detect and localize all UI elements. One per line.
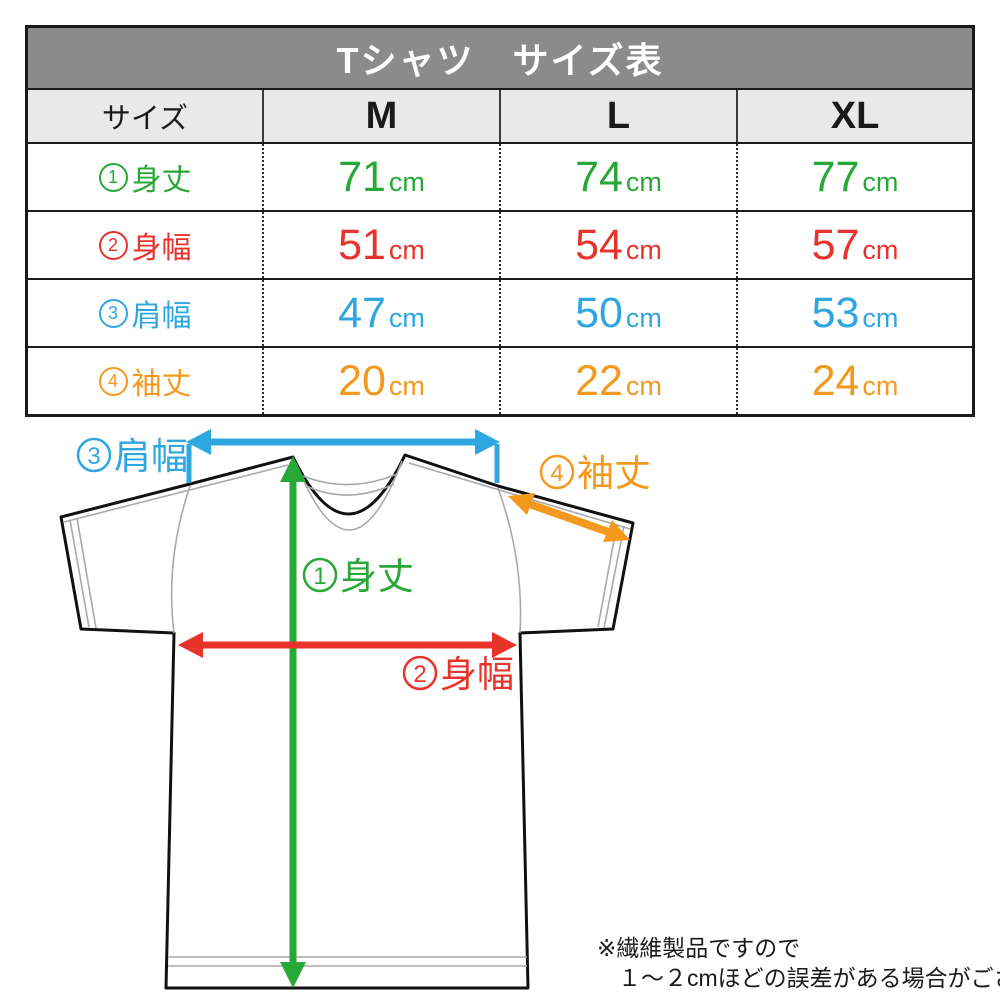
cell-sleeve-length-l: 22 cm: [499, 348, 736, 414]
footnote: ※繊維製品ですので １～２cmほどの誤差がある場合がございます: [597, 935, 1000, 991]
footnote-line-2: １～２cmほどの誤差がある場合がございます: [618, 965, 1000, 991]
back-collar-seam-2: [305, 483, 395, 496]
size-table: Tシャツ サイズ表 サイズ M L XL 1 身丈 71 cm 74 cm 77 cm…: [25, 25, 975, 417]
collar-band-seam: [295, 460, 403, 531]
row-label-text: 袖丈: [131, 368, 192, 401]
back-collar-seam-1: [302, 473, 398, 486]
circled-number-1: 1: [98, 162, 128, 192]
label-digit: 1: [313, 563, 326, 590]
left-cuff-stitch-2: [76, 517, 97, 629]
circled-number-4: 4: [98, 366, 128, 396]
tshirt-outline: [59, 453, 635, 990]
table-row-body-length: 1 身丈 71 cm 74 cm 77 cm: [28, 142, 972, 210]
row-label-text: 身丈: [131, 164, 192, 197]
label-digit: 3: [87, 443, 100, 470]
circled-number-3: 3: [98, 298, 128, 328]
cell-shoulder-width-m: 47 cm: [262, 280, 499, 346]
label-shoulder-width: 3 肩幅: [76, 436, 188, 477]
shoulder-width-arrow: [186, 429, 500, 483]
row-label-sleeve-length: 4 袖丈: [28, 348, 262, 414]
tshirt-measurement-diagram: 3 肩幅 4 袖丈 1 身丈 2 身幅 ※繊維製品ですので １～２cmほどの誤差…: [0, 420, 1000, 1000]
cell-body-width-l: 54 cm: [499, 212, 736, 278]
label-digit: 4: [550, 460, 563, 487]
column-header-size: サイズ: [101, 103, 189, 135]
label-digit: 2: [413, 661, 426, 688]
label-text: 身幅: [440, 654, 514, 695]
row-label-body-length: 1 身丈: [28, 144, 262, 210]
label-body-width: 2 身幅: [402, 654, 514, 695]
left-shoulder-seam: [63, 464, 289, 523]
label-sleeve-length: 4 袖丈: [539, 453, 651, 494]
footnote-line-1: ※繊維製品ですので: [597, 935, 800, 961]
cell-sleeve-length-xl: 24 cm: [736, 348, 972, 414]
cell-body-length-l: 74 cm: [499, 144, 736, 210]
sleeve-length-arrow: [508, 493, 630, 542]
left-cuff-stitch-1: [69, 519, 90, 628]
cell-shoulder-width-l: 50 cm: [499, 280, 736, 346]
label-body-length: 1 身丈: [302, 556, 414, 597]
right-armhole-seam: [497, 487, 522, 634]
label-text: 肩幅: [114, 436, 188, 477]
cell-shoulder-width-xl: 53 cm: [736, 280, 972, 346]
table-header-row: サイズ M L XL: [28, 90, 972, 142]
label-text: 袖丈: [577, 453, 651, 494]
right-cuff-stitch-1: [603, 525, 625, 629]
column-header-l: L: [499, 90, 736, 142]
column-header-xl: XL: [736, 90, 972, 142]
cell-body-width-xl: 57 cm: [736, 212, 972, 278]
row-label-text: 身幅: [131, 232, 192, 265]
table-row-sleeve-length: 4 袖丈 20 cm 22 cm 24 cm: [28, 346, 972, 414]
cell-body-width-m: 51 cm: [262, 212, 499, 278]
cell-body-length-xl: 77 cm: [736, 144, 972, 210]
row-label-shoulder-width: 3 肩幅: [28, 280, 262, 346]
cell-sleeve-length-m: 20 cm: [262, 348, 499, 414]
table-title: Tシャツ サイズ表: [28, 28, 972, 90]
row-label-text: 肩幅: [131, 300, 192, 333]
body-width-arrow: [178, 632, 517, 658]
left-armhole-seam: [170, 485, 191, 634]
circled-number-2: 2: [98, 230, 128, 260]
body-length-arrow: [280, 456, 306, 988]
table-row-shoulder-width: 3 肩幅 47 cm 50 cm 53 cm: [28, 278, 972, 346]
column-header-m: M: [262, 90, 499, 142]
table-row-body-width: 2 身幅 51 cm 54 cm 57 cm: [28, 210, 972, 278]
row-label-body-width: 2 身幅: [28, 212, 262, 278]
label-text: 身丈: [340, 556, 414, 597]
cell-body-length-m: 71 cm: [262, 144, 499, 210]
